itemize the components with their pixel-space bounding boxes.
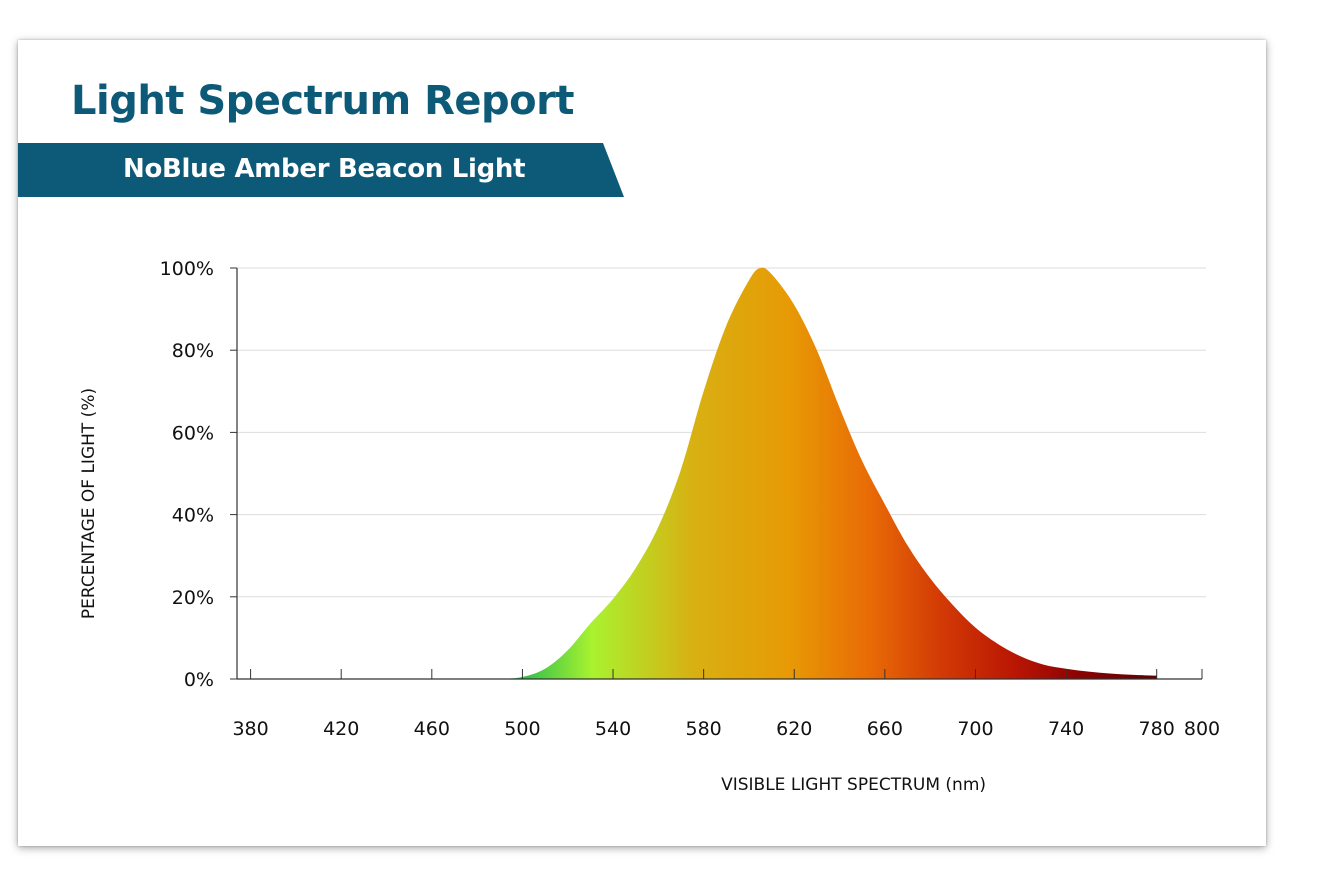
tick-labels: 0% 20% 40% 60% 80% 100% 380 420 460 500 540 580 620 6… — [160, 258, 1220, 740]
x-tick-label: 800 — [1184, 718, 1220, 740]
y-tick-label: 0% — [184, 669, 214, 691]
report-card: Light Spectrum Report NoBlue Amber Beaco… — [18, 40, 1266, 846]
x-tick-label: 420 — [323, 718, 359, 740]
x-tick-label: 540 — [595, 718, 631, 740]
y-tick-label: 100% — [160, 258, 214, 280]
x-tick-label: 380 — [232, 718, 268, 740]
y-axis-title: PERCENTAGE OF LIGHT (%) — [79, 388, 99, 619]
y-tick-label: 40% — [172, 505, 214, 527]
x-tick-label: 740 — [1048, 718, 1084, 740]
y-tick-label: 60% — [172, 422, 214, 444]
y-tick-label: 20% — [172, 587, 214, 609]
x-tick-label: 500 — [504, 718, 540, 740]
x-tick-label: 660 — [867, 718, 903, 740]
x-tick-label: 580 — [686, 718, 722, 740]
x-tick-label: 780 — [1139, 718, 1175, 740]
x-tick-label: 620 — [776, 718, 812, 740]
subtitle-banner: NoBlue Amber Beacon Light — [18, 143, 624, 197]
x-axis-title: VISIBLE LIGHT SPECTRUM (nm) — [721, 775, 986, 795]
spectrum-area — [499, 267, 1157, 679]
x-tick-label: 700 — [957, 718, 993, 740]
x-tick-label: 460 — [414, 718, 450, 740]
page-title: Light Spectrum Report — [71, 78, 574, 124]
product-name: NoBlue Amber Beacon Light — [123, 154, 526, 184]
axes — [230, 267, 1203, 680]
y-tick-label: 80% — [172, 340, 214, 362]
